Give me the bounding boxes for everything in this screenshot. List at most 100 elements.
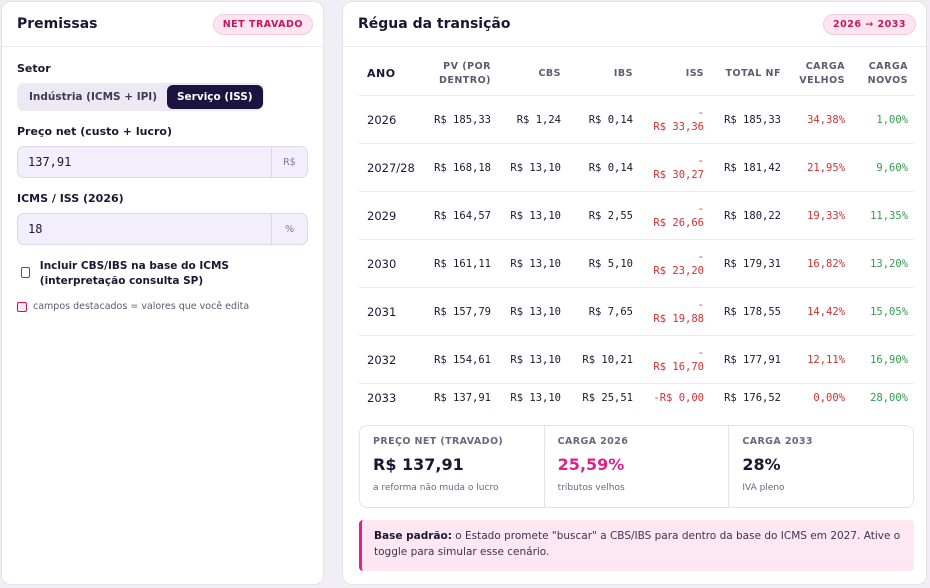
cell-iss: - R$ 26,66 bbox=[639, 191, 710, 240]
cell-carga-novos: 1,00% bbox=[851, 95, 914, 144]
iss-sign: - bbox=[697, 154, 704, 167]
iss-value: R$ 19,88 bbox=[653, 312, 704, 325]
cell-ibs: R$ 25,51 bbox=[582, 391, 633, 404]
preco-net-input[interactable]: 137,91 bbox=[28, 155, 72, 169]
regua-header: Régua da transição 2026 → 2033 bbox=[343, 2, 926, 47]
cbs-ibs-base-option[interactable]: Incluir CBS/IBS na base do ICMS (interpr… bbox=[17, 259, 308, 289]
note-title: Base padrão: bbox=[374, 530, 452, 542]
table-header-row: ANO PV (POR DENTRO) CBS IBS ISS TOTAL NF… bbox=[359, 60, 914, 96]
col-carga-novos: CARGA NOVOS bbox=[851, 60, 914, 96]
preco-net-field[interactable]: 137,91 R$ bbox=[17, 146, 308, 178]
base-padrao-note: Base padrão: o Estado promete "buscar" a… bbox=[359, 520, 914, 571]
setor-option-industria[interactable]: Indústria (ICMS + IPI) bbox=[29, 91, 157, 103]
summary-carga-2033: CARGA 2033 28% IVA pleno bbox=[729, 426, 913, 507]
cell-cbs: R$ 13,10 bbox=[497, 191, 567, 240]
cell-total-nf: R$ 179,31 bbox=[710, 239, 787, 288]
table-row: 2033 R$ 137,91 R$ 13,10 R$ 25,51 -R$ 0,00 R$ … bbox=[359, 384, 914, 412]
cell-pv: R$ 168,18 bbox=[421, 143, 497, 192]
cell-ano: 2032 bbox=[359, 335, 421, 384]
preco-net-label: Preço net (custo + lucro) bbox=[17, 125, 172, 138]
iss-sign: - bbox=[697, 346, 704, 359]
cell-pv: R$ 154,61 bbox=[421, 335, 497, 384]
iss-value: R$ 26,66 bbox=[653, 216, 704, 229]
col-pv: PV (POR DENTRO) bbox=[421, 60, 497, 96]
cell-total-nf: R$ 177,91 bbox=[710, 335, 787, 384]
cell-pv: R$ 157,79 bbox=[421, 287, 497, 336]
iss-value: -R$ 0,00 bbox=[653, 391, 704, 404]
setor-toggle: Indústria (ICMS + IPI) Serviço (ISS) bbox=[17, 83, 264, 111]
cell-ibs: R$ 10,21 bbox=[567, 335, 639, 384]
cell-ano: 2033 bbox=[367, 390, 397, 405]
table-row: 2026 R$ 185,33 R$ 1,24 R$ 0,14- R$ 33,36 R$ 1… bbox=[359, 95, 914, 144]
cell-cbs: R$ 13,10 bbox=[497, 335, 567, 384]
col-cbs: CBS bbox=[497, 60, 567, 96]
cell-carga-novos: 16,90% bbox=[851, 335, 914, 384]
cell-total-nf: R$ 176,52 bbox=[724, 391, 781, 404]
preco-net-unit: R$ bbox=[271, 147, 307, 177]
cell-cbs: R$ 1,24 bbox=[497, 95, 567, 144]
cell-iss: - R$ 23,20 bbox=[639, 239, 710, 288]
cell-iss: - R$ 19,88 bbox=[639, 287, 710, 336]
cell-pv: R$ 164,57 bbox=[421, 191, 497, 240]
editable-fields-legend: campos destacados = valores que você edi… bbox=[17, 301, 308, 312]
iss-value: R$ 33,36 bbox=[653, 120, 704, 133]
summary-carga-2026: CARGA 2026 25,59% tributos velhos bbox=[545, 426, 730, 507]
cell-pv: R$ 185,33 bbox=[421, 95, 497, 144]
table-row: 2027/28 R$ 168,18 R$ 13,10 R$ 0,14- R$ 30,27… bbox=[359, 143, 914, 192]
summary-value: 25,59% bbox=[557, 455, 625, 474]
cell-ano: 2029 bbox=[359, 191, 421, 240]
legend-text: campos destacados = valores que você edi… bbox=[33, 301, 250, 312]
col-total-nf: TOTAL NF bbox=[710, 60, 787, 96]
aliquota-input[interactable]: 18 bbox=[28, 222, 43, 236]
note-text: o Estado promete "buscar" a CBS/IBS para… bbox=[374, 530, 901, 558]
cell-ano: 2031 bbox=[359, 287, 421, 336]
cell-carga-velhos: 34,38% bbox=[787, 95, 851, 144]
cell-ano: 2027/28 bbox=[359, 143, 421, 192]
cell-ibs: R$ 0,14 bbox=[567, 143, 639, 192]
table-row: 2029 R$ 164,57 R$ 13,10 R$ 2,55- R$ 26,66 R$ … bbox=[359, 191, 914, 240]
period-badge: 2026 → 2033 bbox=[823, 13, 916, 35]
setor-label: Setor bbox=[17, 62, 51, 75]
cell-ibs: R$ 5,10 bbox=[567, 239, 639, 288]
cell-carga-novos: 28,00% bbox=[870, 391, 908, 404]
cell-iss: - R$ 30,27 bbox=[639, 143, 710, 192]
aliquota-field[interactable]: 18 % bbox=[17, 213, 308, 245]
cell-total-nf: R$ 178,55 bbox=[710, 287, 787, 336]
table-row: 2031 R$ 157,79 R$ 13,10 R$ 7,65- R$ 19,88 R$ … bbox=[359, 287, 914, 336]
cell-carga-velhos: 0,00% bbox=[813, 391, 845, 404]
iss-sign: - bbox=[697, 250, 704, 263]
regua-title: Régua da transição bbox=[358, 16, 511, 32]
cell-ibs: R$ 0,14 bbox=[567, 95, 639, 144]
iss-value: R$ 23,20 bbox=[653, 264, 704, 277]
summary-preco-net: PREÇO NET (TRAVADO) R$ 137,91 a reforma … bbox=[360, 426, 545, 507]
cell-carga-novos: 15,05% bbox=[851, 287, 914, 336]
cell-ibs: R$ 2,55 bbox=[567, 191, 639, 240]
table-row: 2032 R$ 154,61 R$ 13,10 R$ 10,21- R$ 16,70 R$… bbox=[359, 335, 914, 384]
cell-iss: - R$ 16,70 bbox=[639, 335, 710, 384]
setor-option-servico[interactable]: Serviço (ISS) bbox=[167, 85, 263, 109]
cell-cbs: R$ 13,10 bbox=[497, 239, 567, 288]
cell-carga-novos: 11,35% bbox=[851, 191, 914, 240]
iss-value: R$ 30,27 bbox=[653, 168, 704, 181]
cell-carga-velhos: 21,95% bbox=[787, 143, 851, 192]
col-ano: ANO bbox=[359, 60, 421, 96]
summary-label: PREÇO NET (TRAVADO) bbox=[373, 436, 504, 447]
premissas-header: Premissas NET TRAVADO bbox=[2, 2, 323, 47]
cell-carga-velhos: 16,82% bbox=[787, 239, 851, 288]
iss-sign: - bbox=[697, 202, 704, 215]
cbs-ibs-base-checkbox[interactable] bbox=[21, 267, 30, 278]
cell-total-nf: R$ 185,33 bbox=[710, 95, 787, 144]
iss-sign: - bbox=[697, 298, 704, 311]
cell-cbs: R$ 13,10 bbox=[510, 391, 561, 404]
cell-cbs: R$ 13,10 bbox=[497, 287, 567, 336]
cell-carga-novos: 9,60% bbox=[851, 143, 914, 192]
summary-panel: PREÇO NET (TRAVADO) R$ 137,91 a reforma … bbox=[359, 425, 914, 508]
cell-total-nf: R$ 180,22 bbox=[710, 191, 787, 240]
summary-sub: a reforma não muda o lucro bbox=[373, 483, 499, 493]
cell-carga-velhos: 19,33% bbox=[787, 191, 851, 240]
premissas-card: Premissas NET TRAVADO Setor Indústria (I… bbox=[1, 1, 324, 585]
col-iss: ISS bbox=[639, 60, 710, 96]
cell-total-nf: R$ 181,42 bbox=[710, 143, 787, 192]
summary-label: CARGA 2026 bbox=[557, 436, 629, 447]
cell-ibs: R$ 7,65 bbox=[567, 287, 639, 336]
